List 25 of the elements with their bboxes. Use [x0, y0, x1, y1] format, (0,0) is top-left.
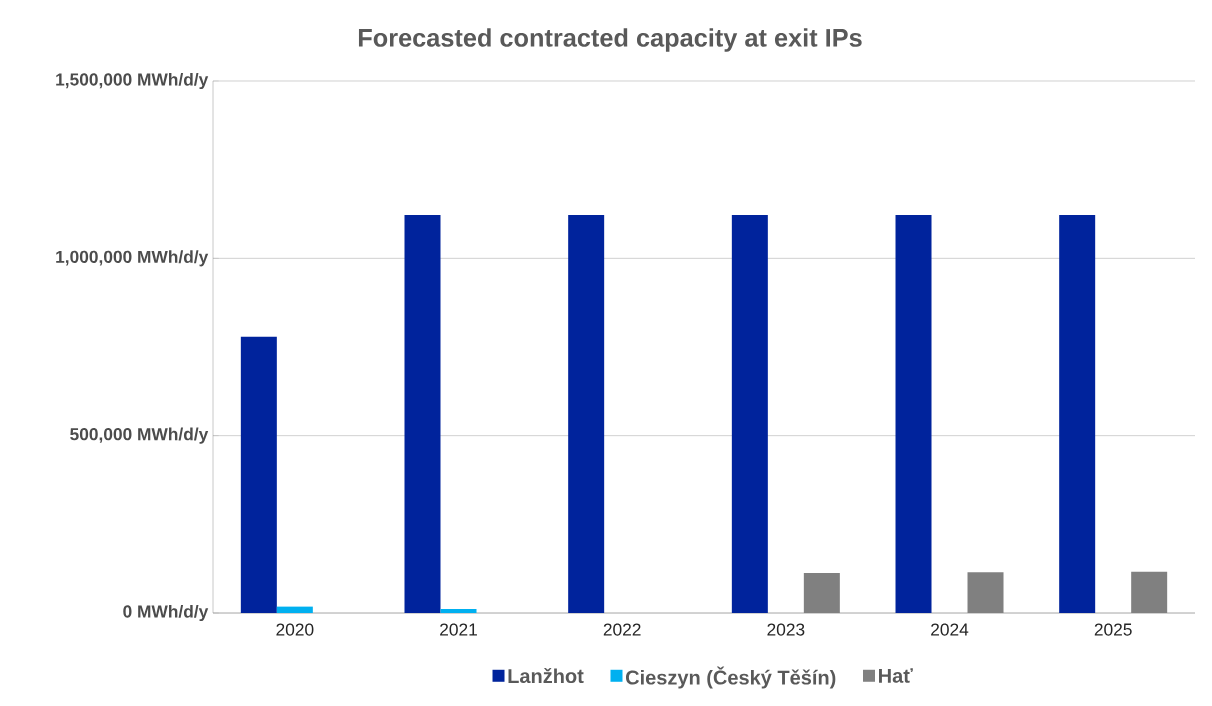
bar — [803, 572, 840, 613]
bar — [1131, 571, 1168, 613]
bar — [440, 609, 477, 613]
bar — [967, 572, 1004, 613]
chart-title: Forecasted contracted capacity at exit IPs — [358, 28, 862, 52]
x-tick-label: 2023 — [767, 623, 805, 636]
legend-label: Hať — [879, 668, 913, 683]
x-tick-label: 2024 — [931, 623, 969, 636]
bar — [240, 336, 277, 613]
legend-label: Lanžhot — [508, 667, 584, 684]
x-tick-label: 2025 — [1094, 623, 1132, 636]
legend-label: Cieszyn (Český Těšín) — [625, 666, 836, 689]
x-tick-label: 2022 — [603, 623, 641, 636]
bar — [276, 606, 313, 613]
bar — [1059, 215, 1096, 613]
y-tick-label: 1,500,000 MWh/d/y — [56, 72, 209, 90]
y-tick-label: 0 MWh/d/y — [123, 604, 209, 622]
y-tick-label: 1,000,000 MWh/d/y — [56, 250, 209, 267]
x-tick-label: 2021 — [440, 623, 477, 636]
bar — [731, 215, 768, 613]
bar — [404, 215, 441, 613]
y-tick-label: 500,000 MWh/d/y — [70, 427, 209, 444]
bar — [895, 215, 932, 613]
x-tick-label: 2020 — [276, 623, 314, 636]
bar — [568, 215, 605, 613]
